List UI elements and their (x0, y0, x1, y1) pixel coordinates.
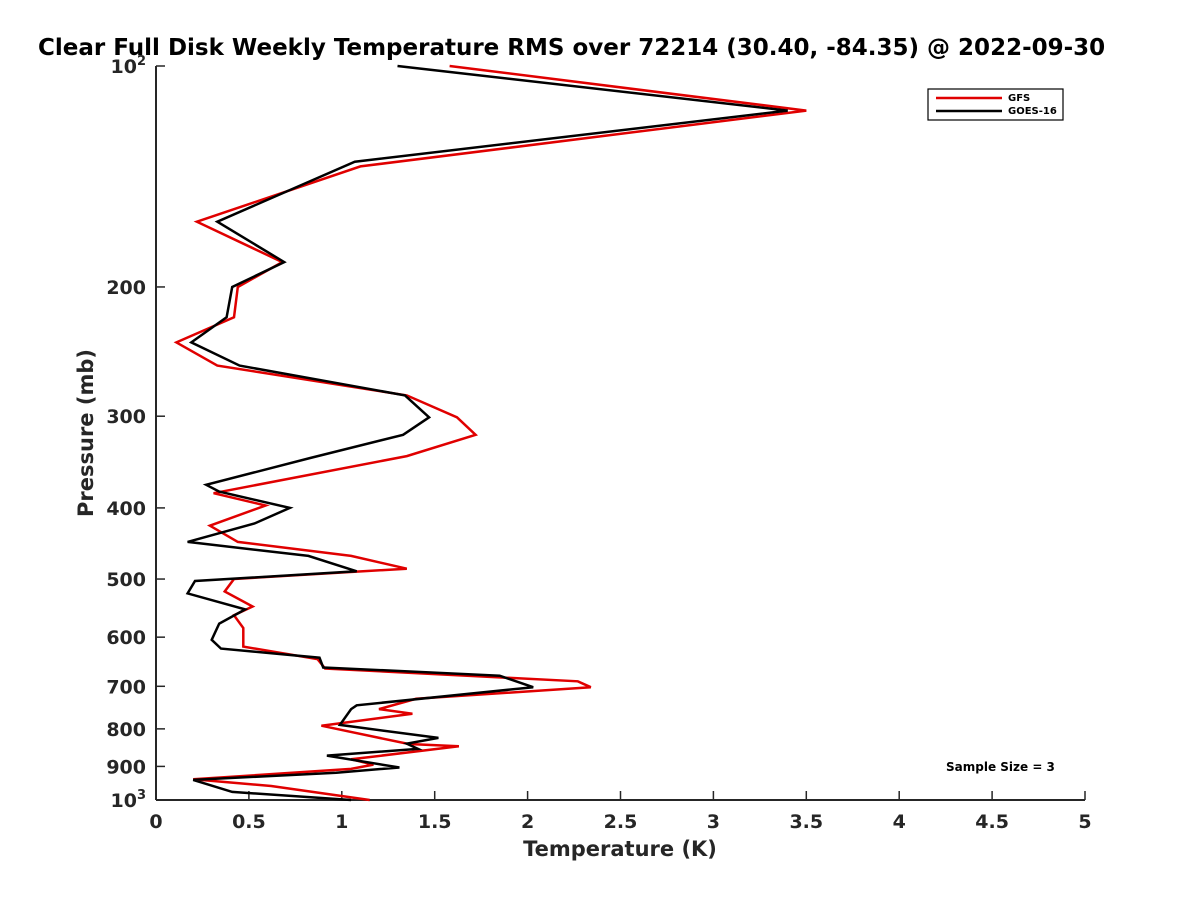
x-tick-label: 4 (893, 811, 906, 833)
y-tick-label: 103 (111, 788, 147, 812)
y-tick-label: 500 (106, 569, 146, 591)
x-tick-label: 2.5 (604, 811, 638, 833)
legend-label-gfs: GFS (1008, 93, 1030, 104)
y-axis-label: Pressure (mb) (74, 349, 98, 517)
x-tick-label: 3.5 (789, 811, 823, 833)
y-tick-label-exponent: 2 (137, 54, 146, 69)
y-tick-label: 400 (106, 498, 146, 520)
y-tick-label: 102 (111, 54, 147, 78)
series-line-goes16 (185, 64, 788, 802)
x-tick-label: 4.5 (975, 811, 1009, 833)
series-line-gfs (173, 64, 807, 802)
x-tick-label: 1.5 (418, 811, 452, 833)
y-tick-label-exponent: 3 (137, 788, 146, 803)
x-axis-label: Temperature (K) (523, 837, 717, 861)
legend: GFS GOES-16 (927, 88, 1064, 121)
y-tick-label-base: 10 (111, 56, 137, 78)
y-tick-label: 800 (106, 719, 146, 741)
x-tick-label: 1 (335, 811, 348, 833)
legend-box (927, 88, 1064, 121)
x-tick-label: 5 (1078, 811, 1091, 833)
y-tick-label: 700 (106, 676, 146, 698)
x-tick-label: 0 (149, 811, 162, 833)
chart-title: Clear Full Disk Weekly Temperature RMS o… (38, 35, 1105, 61)
y-tick-label: 300 (106, 406, 146, 428)
y-tick-label: 900 (106, 756, 146, 778)
plot-area: 0 0.5 1 1.5 2 2.5 3 3.5 4 4.5 5 102200300400500600… (106, 54, 1091, 833)
y-tick-label: 200 (106, 277, 146, 299)
legend-label-goes16: GOES-16 (1008, 106, 1057, 117)
sample-size-note: Sample Size = 3 (946, 760, 1055, 774)
y-tick-label-base: 10 (111, 790, 137, 812)
x-tick-label: 3 (707, 811, 720, 833)
x-axis-ticks: 0 0.5 1 1.5 2 2.5 3 3.5 4 4.5 5 (149, 791, 1092, 833)
y-tick-label: 600 (106, 627, 146, 649)
x-tick-label: 2 (521, 811, 534, 833)
series-group (173, 64, 807, 802)
x-tick-label: 0.5 (232, 811, 266, 833)
